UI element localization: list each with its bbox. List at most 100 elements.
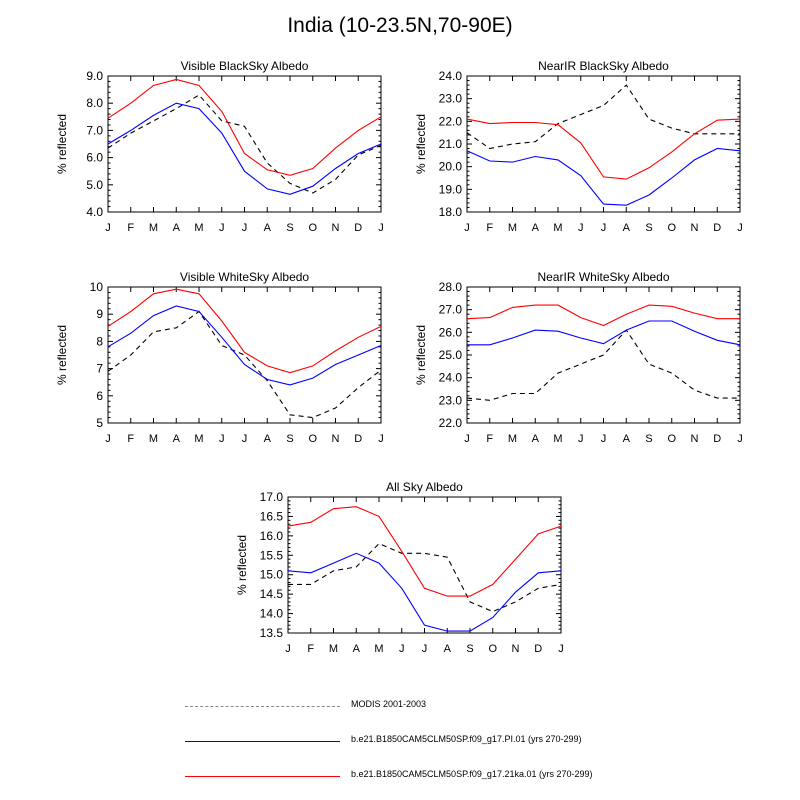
x-tick-label: M xyxy=(149,433,158,445)
x-tick-label: D xyxy=(713,433,721,445)
x-tick-label: A xyxy=(532,222,540,234)
x-tick-label: A xyxy=(173,222,181,234)
x-tick-label: N xyxy=(691,222,699,234)
x-tick-label: M xyxy=(508,222,517,234)
series-line-pi xyxy=(287,552,562,632)
y-tick-label: 23.0 xyxy=(439,92,463,106)
legend-swatch-21ka xyxy=(185,776,340,777)
chart-visible-blacksky: Visible BlackSky Albedo % reflected 4.0 5.0… xyxy=(55,59,384,234)
x-tick-label: A xyxy=(173,433,181,445)
series-line-pi xyxy=(107,102,382,195)
plot-frame xyxy=(107,286,382,424)
x-tick-label: J xyxy=(242,433,248,445)
chart-title: Visible BlackSky Albedo xyxy=(181,59,309,73)
y-tick-label: 19.0 xyxy=(439,182,463,196)
y-axis-label: % reflected xyxy=(55,114,69,174)
x-tick-label: J xyxy=(601,222,607,234)
y-tick-label: 20.0 xyxy=(439,160,463,174)
x-tick-label: J xyxy=(422,643,428,655)
x-tick-label: M xyxy=(553,433,562,445)
x-tick-label: J xyxy=(464,433,470,445)
y-tick-label: 16.0 xyxy=(260,529,284,543)
x-tick-label: A xyxy=(264,433,272,445)
y-tick-label: 15.5 xyxy=(260,548,284,562)
y-tick-label: 4.0 xyxy=(86,205,103,219)
x-tick-label: J xyxy=(601,433,607,445)
series-line-ka21 xyxy=(287,506,562,597)
y-tick-label: 8.0 xyxy=(86,96,103,110)
y-tick-label: 22.0 xyxy=(439,416,463,430)
x-tick-label: A xyxy=(264,222,272,234)
series-line-modis xyxy=(466,84,740,150)
y-tick-label: 27.0 xyxy=(439,303,463,317)
x-tick-label: O xyxy=(488,643,497,655)
x-tick-label: J xyxy=(737,222,743,234)
series-line-pi xyxy=(467,320,741,346)
y-tick-label: 6.0 xyxy=(86,151,103,165)
x-tick-label: J xyxy=(578,222,584,234)
x-tick-label: N xyxy=(691,433,699,445)
x-tick-label: S xyxy=(466,643,473,655)
x-tick-label: S xyxy=(645,433,652,445)
x-tick-label: O xyxy=(667,433,676,445)
x-tick-label: D xyxy=(354,222,362,234)
y-axis-label: % reflected xyxy=(235,535,249,595)
x-tick-label: O xyxy=(667,222,676,234)
x-tick-label: S xyxy=(645,222,652,234)
chart-title: All Sky Albedo xyxy=(386,480,463,494)
x-tick-label: A xyxy=(623,222,631,234)
x-tick-label: D xyxy=(713,222,721,234)
x-tick-label: M xyxy=(374,643,383,655)
x-tick-label: S xyxy=(286,433,293,445)
x-tick-label: J xyxy=(105,222,111,234)
y-tick-label: 28.0 xyxy=(439,280,463,294)
series-line-ka21 xyxy=(466,304,740,327)
series-line-ka21 xyxy=(107,78,382,176)
y-axis-label: % reflected xyxy=(55,325,69,385)
y-tick-label: 10 xyxy=(90,280,104,294)
series-line-modis xyxy=(466,329,740,401)
y-tick-label: 17.0 xyxy=(260,490,284,504)
x-tick-label: D xyxy=(534,643,542,655)
series-line-modis xyxy=(288,542,562,613)
series-line-pi xyxy=(466,147,741,206)
x-tick-label: F xyxy=(127,433,134,445)
legend-label-modis: MODIS 2001-2003 xyxy=(351,699,427,709)
x-tick-label: N xyxy=(512,643,520,655)
y-tick-label: 7 xyxy=(96,362,103,376)
x-tick-label: J xyxy=(285,643,291,655)
y-tick-label: 5.0 xyxy=(86,178,103,192)
x-tick-label: J xyxy=(219,433,225,445)
y-tick-label: 7.0 xyxy=(86,123,103,137)
series-line-ka21 xyxy=(107,288,382,374)
x-tick-label: F xyxy=(486,222,493,234)
y-tick-label: 9 xyxy=(96,307,103,321)
chart-nearir-whitesky: NearIR WhiteSky Albedo % reflected 22.0 23.… xyxy=(414,270,743,445)
x-tick-label: M xyxy=(149,222,158,234)
x-tick-label: F xyxy=(307,643,314,655)
chart-title: Visible WhiteSky Albedo xyxy=(180,270,310,284)
x-tick-label: A xyxy=(532,433,540,445)
x-tick-label: M xyxy=(194,433,203,445)
y-axis-label: % reflected xyxy=(414,325,428,385)
x-tick-label: A xyxy=(623,433,631,445)
legend-swatch-pi xyxy=(185,741,340,742)
x-tick-label: O xyxy=(308,222,317,234)
series-line-modis xyxy=(107,94,382,194)
x-tick-label: F xyxy=(486,433,493,445)
chart-nearir-blacksky: NearIR BlackSky Albedo % reflected 18.0 19.… xyxy=(414,59,743,234)
chart-all-sky: All Sky Albedo % reflected 13.5 14.0 14.5 15.… xyxy=(235,480,564,655)
legend-label-21ka: b.e21.B1850CAM5CLM50SP.f09_g17.21ka.01 (… xyxy=(351,769,593,779)
series-line-modis xyxy=(107,310,382,419)
x-tick-label: A xyxy=(444,643,452,655)
y-axis-label: % reflected xyxy=(414,114,428,174)
x-tick-label: F xyxy=(127,222,134,234)
x-tick-label: D xyxy=(354,433,362,445)
y-tick-label: 16.5 xyxy=(260,509,284,523)
y-tick-label: 23.0 xyxy=(439,393,463,407)
x-tick-label: M xyxy=(329,643,338,655)
y-tick-label: 24.0 xyxy=(439,371,463,385)
x-tick-label: J xyxy=(578,433,584,445)
y-tick-label: 26.0 xyxy=(439,325,463,339)
y-tick-label: 14.0 xyxy=(260,607,284,621)
